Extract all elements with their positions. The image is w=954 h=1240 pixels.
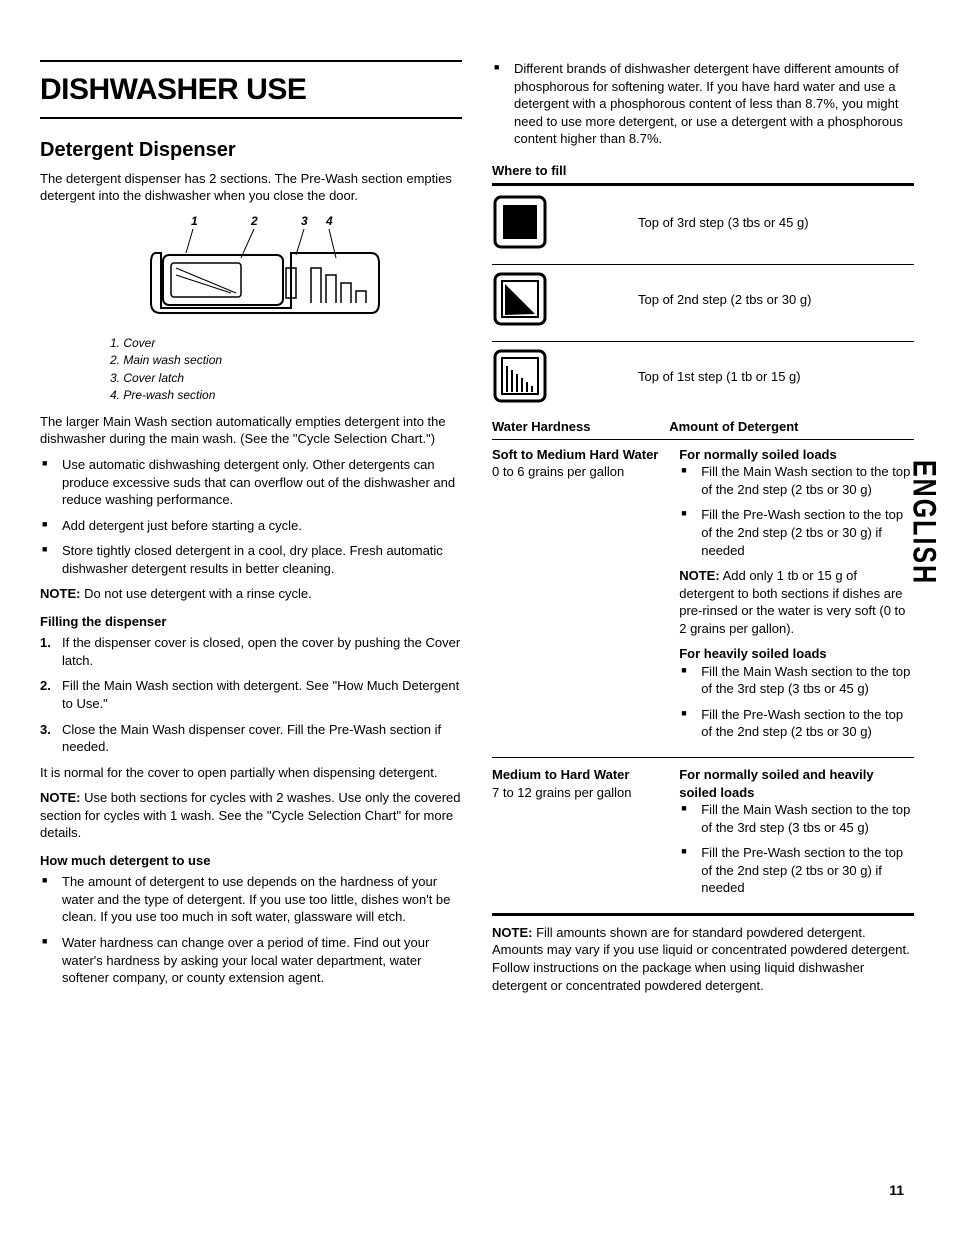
table-row: Soft to Medium Hard Water 0 to 6 grains … — [492, 446, 914, 758]
bullet-list: Different brands of dishwasher detergent… — [492, 60, 914, 148]
note-body: Use both sections for cycles with 2 wash… — [40, 790, 461, 840]
note-body: Do not use detergent with a rinse cycle. — [80, 586, 311, 601]
table-header: Water Hardness Amount of Detergent — [492, 418, 914, 440]
where-to-fill-heading: Where to fill — [492, 162, 914, 180]
right-column: Different brands of dishwasher detergent… — [492, 60, 914, 1002]
note-text: NOTE: Add only 1 tb or 15 g of detergent… — [679, 567, 914, 637]
legend-item: 2. Main wash section — [110, 352, 462, 368]
language-tab: ENGLISH — [901, 460, 945, 585]
title-rule — [40, 60, 462, 62]
footer-note: NOTE: Fill amounts shown are for standar… — [492, 924, 914, 994]
hardness-heading: Medium to Hard Water — [492, 766, 663, 784]
left-column: DISHWASHER USE Detergent Dispenser The d… — [40, 60, 462, 1002]
bullet-item: Add detergent just before starting a cyc… — [40, 517, 462, 535]
load-heading: For normally soiled and heavily soiled l… — [679, 766, 914, 801]
list-item: Close the Main Wash dispenser cover. Fil… — [40, 721, 462, 756]
hardness-sub: 0 to 6 grains per gallon — [492, 463, 663, 481]
bullet-item: Fill the Main Wash section to the top of… — [679, 463, 914, 498]
rule — [492, 183, 914, 186]
fill-level-row: Top of 1st step (1 tb or 15 g) — [492, 348, 914, 404]
legend-item: 1. Cover — [110, 335, 462, 351]
bullet-item: Fill the Pre-Wash section to the top of … — [679, 706, 914, 741]
amount-cell: For normally soiled and heavily soiled l… — [679, 766, 914, 905]
bullet-item: Fill the Main Wash section to the top of… — [679, 801, 914, 836]
page-columns: DISHWASHER USE Detergent Dispenser The d… — [40, 60, 914, 1002]
note-label: NOTE: — [492, 925, 532, 940]
hardness-heading: Soft to Medium Hard Water — [492, 446, 663, 464]
bullet-item: Different brands of dishwasher detergent… — [492, 60, 914, 148]
page-title: DISHWASHER USE — [40, 70, 462, 111]
note-body: Fill amounts shown are for standard powd… — [492, 925, 910, 993]
bullet-item: Water hardness can change over a period … — [40, 934, 462, 987]
fill-level-icon-3 — [492, 194, 548, 250]
diagram-label-3: 3 — [301, 214, 308, 228]
body-text: It is normal for the cover to open parti… — [40, 764, 462, 782]
subheading: Filling the dispenser — [40, 613, 462, 631]
diagram-label-2: 2 — [250, 214, 258, 228]
diagram-legend: 1. Cover 2. Main wash section 3. Cover l… — [110, 335, 462, 403]
page-number: 11 — [889, 1181, 904, 1200]
load-heading: For heavily soiled loads — [679, 645, 914, 663]
table-header-amount: Amount of Detergent — [669, 418, 914, 436]
bullet-list: The amount of detergent to use depends o… — [40, 873, 462, 986]
numbered-list: If the dispenser cover is closed, open t… — [40, 634, 462, 755]
bullet-item: Fill the Pre-Wash section to the top of … — [679, 844, 914, 897]
load-heading: For normally soiled loads — [679, 446, 914, 464]
bullet-item: Fill the Main Wash section to the top of… — [679, 663, 914, 698]
amount-cell: For normally soiled loads Fill the Main … — [679, 446, 914, 749]
rule — [492, 341, 914, 342]
fill-level-label: Top of 1st step (1 tb or 15 g) — [638, 368, 914, 386]
fill-level-row: Top of 3rd step (3 tbs or 45 g) — [492, 194, 914, 250]
bullet-list: Fill the Main Wash section to the top of… — [679, 663, 914, 741]
legend-item: 4. Pre-wash section — [110, 387, 462, 403]
subheading: How much detergent to use — [40, 852, 462, 870]
table-row: Medium to Hard Water 7 to 12 grains per … — [492, 766, 914, 916]
legend-item: 3. Cover latch — [110, 370, 462, 386]
body-text: The larger Main Wash section automatical… — [40, 413, 462, 448]
note-label: NOTE: — [40, 790, 80, 805]
bullet-item: Use automatic dishwashing detergent only… — [40, 456, 462, 509]
note-text: NOTE: Use both sections for cycles with … — [40, 789, 462, 842]
note-label: NOTE: — [679, 568, 719, 583]
diagram-label-1: 1 — [191, 214, 198, 228]
bullet-list: Fill the Main Wash section to the top of… — [679, 801, 914, 897]
list-item: Fill the Main Wash section with detergen… — [40, 677, 462, 712]
bullet-item: Store tightly closed detergent in a cool… — [40, 542, 462, 577]
section-heading: Detergent Dispenser — [40, 137, 462, 164]
hardness-cell: Soft to Medium Hard Water 0 to 6 grains … — [492, 446, 669, 749]
table-header-hardness: Water Hardness — [492, 418, 669, 436]
fill-level-icon-2 — [492, 271, 548, 327]
fill-level-icon-1 — [492, 348, 548, 404]
dispenser-diagram: 1 2 3 4 — [40, 213, 462, 328]
bullet-list: Use automatic dishwashing detergent only… — [40, 456, 462, 577]
fill-level-label: Top of 3rd step (3 tbs or 45 g) — [638, 214, 914, 232]
note-text: NOTE: Do not use detergent with a rinse … — [40, 585, 462, 603]
hardness-sub: 7 to 12 grains per gallon — [492, 784, 663, 802]
diagram-svg: 1 2 3 4 — [121, 213, 381, 323]
fill-level-row: Top of 2nd step (2 tbs or 30 g) — [492, 271, 914, 327]
list-item: If the dispenser cover is closed, open t… — [40, 634, 462, 669]
bullet-item: Fill the Pre-Wash section to the top of … — [679, 506, 914, 559]
bullet-list: Fill the Main Wash section to the top of… — [679, 463, 914, 559]
bullet-item: The amount of detergent to use depends o… — [40, 873, 462, 926]
note-label: NOTE: — [40, 586, 80, 601]
title-rule — [40, 117, 462, 119]
fill-level-label: Top of 2nd step (2 tbs or 30 g) — [638, 291, 914, 309]
intro-text: The detergent dispenser has 2 sections. … — [40, 170, 462, 205]
rule — [492, 264, 914, 265]
hardness-cell: Medium to Hard Water 7 to 12 grains per … — [492, 766, 669, 905]
diagram-label-4: 4 — [325, 214, 333, 228]
